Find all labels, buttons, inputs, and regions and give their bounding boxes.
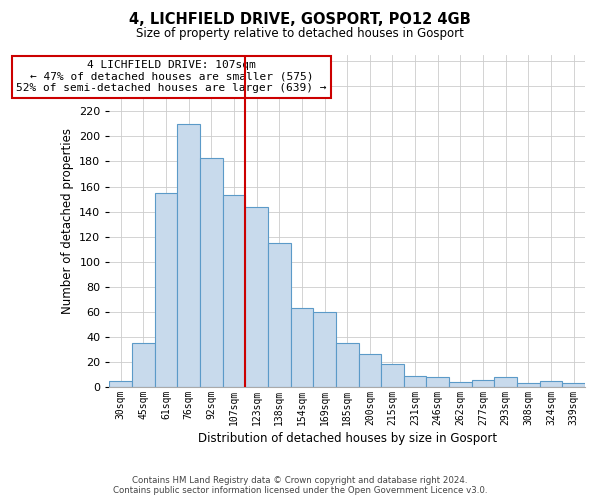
Bar <box>449 382 472 387</box>
Text: Size of property relative to detached houses in Gosport: Size of property relative to detached ho… <box>136 28 464 40</box>
Bar <box>245 206 268 387</box>
Bar <box>562 384 585 387</box>
Bar <box>200 158 223 387</box>
Bar <box>178 124 200 387</box>
Y-axis label: Number of detached properties: Number of detached properties <box>61 128 74 314</box>
Bar <box>517 384 540 387</box>
Bar <box>427 377 449 387</box>
Bar <box>223 196 245 387</box>
Text: 4 LICHFIELD DRIVE: 107sqm
← 47% of detached houses are smaller (575)
52% of semi: 4 LICHFIELD DRIVE: 107sqm ← 47% of detac… <box>16 60 327 93</box>
Bar <box>313 312 336 387</box>
Bar <box>540 381 562 387</box>
Bar <box>132 343 155 387</box>
Bar <box>268 243 290 387</box>
Text: Contains HM Land Registry data © Crown copyright and database right 2024.
Contai: Contains HM Land Registry data © Crown c… <box>113 476 487 495</box>
X-axis label: Distribution of detached houses by size in Gosport: Distribution of detached houses by size … <box>197 432 497 445</box>
Bar <box>472 380 494 387</box>
Text: 4, LICHFIELD DRIVE, GOSPORT, PO12 4GB: 4, LICHFIELD DRIVE, GOSPORT, PO12 4GB <box>129 12 471 28</box>
Bar <box>494 377 517 387</box>
Bar <box>336 343 359 387</box>
Bar <box>109 381 132 387</box>
Bar <box>404 376 427 387</box>
Bar <box>290 308 313 387</box>
Bar <box>155 193 178 387</box>
Bar <box>381 364 404 387</box>
Bar <box>359 354 381 387</box>
